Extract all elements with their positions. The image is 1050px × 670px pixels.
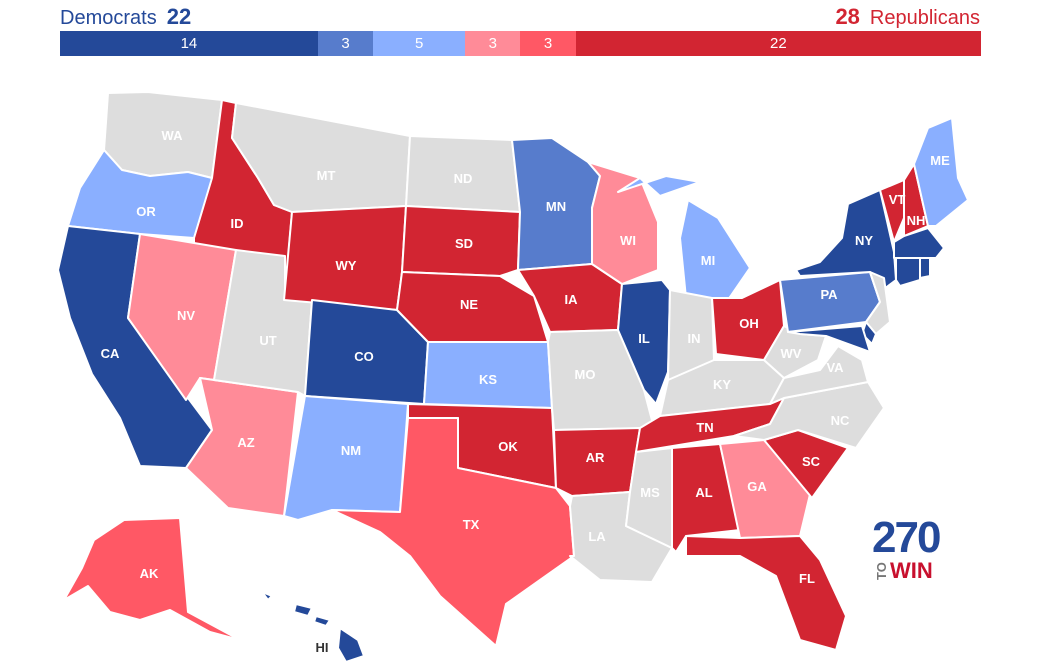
state-label-ar: AR <box>586 450 605 465</box>
state-label-in: IN <box>688 331 701 346</box>
bar-segment-lean_d: 5 <box>373 31 466 56</box>
state-label-il: IL <box>638 331 650 346</box>
state-label-ky: KY <box>713 377 731 392</box>
bar-segment-likely_d: 3 <box>317 31 374 56</box>
state-label-wy: WY <box>336 258 357 273</box>
state-label-ut: UT <box>259 333 276 348</box>
state-label-wi: WI <box>620 233 636 248</box>
seat-balance-bar: 14 3 5 3 3 22 <box>60 31 981 56</box>
270towin-logo: 270 TO WIN <box>872 516 944 584</box>
state-label-ca: CA <box>101 346 120 361</box>
democrats-label: Democrats <box>60 7 157 29</box>
republicans-label: Republicans <box>869 7 980 29</box>
republicans-header: 28 Republicans <box>835 4 980 30</box>
bar-segment-likely_r: 3 <box>520 31 576 56</box>
state-az[interactable] <box>185 377 299 517</box>
state-label-sd: SD <box>455 236 473 251</box>
state-label-al: AL <box>695 485 712 500</box>
democrats-total: 22 <box>166 4 192 29</box>
bar-segment-safe_d: 14 <box>60 31 318 56</box>
state-wi[interactable] <box>587 161 659 285</box>
state-label-or: OR <box>136 204 156 219</box>
state-label-wv: WV <box>781 346 802 361</box>
state-ma[interactable] <box>893 227 945 259</box>
state-label-me: ME <box>930 153 950 168</box>
state-label-pa: PA <box>820 287 838 302</box>
republicans-total: 28 <box>835 4 860 29</box>
state-label-ia: IA <box>565 292 579 307</box>
state-label-ok: OK <box>498 439 518 454</box>
state-il[interactable] <box>617 279 671 405</box>
state-hi[interactable] <box>261 591 365 663</box>
state-sd[interactable] <box>401 205 521 277</box>
state-label-tn: TN <box>696 420 713 435</box>
state-md[interactable] <box>787 325 871 353</box>
logo-win: WIN <box>890 558 933 583</box>
state-label-ny: NY <box>855 233 873 248</box>
logo-to: TO <box>874 562 889 580</box>
state-label-ga: GA <box>747 479 767 494</box>
state-label-sc: SC <box>802 454 821 469</box>
bar-segment-lean_r: 3 <box>465 31 521 56</box>
state-fl[interactable] <box>685 535 847 651</box>
state-label-mo: MO <box>575 367 596 382</box>
state-label-fl: FL <box>799 571 815 586</box>
state-label-ks: KS <box>479 372 497 387</box>
state-label-mi: MI <box>701 253 715 268</box>
state-label-nh: NH <box>907 213 926 228</box>
state-label-nv: NV <box>177 308 195 323</box>
state-label-nm: NM <box>341 443 361 458</box>
state-label-tx: TX <box>463 517 480 532</box>
state-label-va: VA <box>826 360 844 375</box>
state-label-co: CO <box>354 349 374 364</box>
state-label-la: LA <box>588 529 606 544</box>
democrats-header: Democrats 22 <box>60 4 191 30</box>
logo-number: 270 <box>872 513 941 562</box>
state-ct[interactable] <box>895 257 921 287</box>
state-label-mn: MN <box>546 199 566 214</box>
state-label-mt: MT <box>317 168 336 183</box>
bar-segment-safe_r: 22 <box>575 31 981 56</box>
state-label-hi: HI <box>316 640 329 655</box>
state-label-vt: VT <box>889 192 906 207</box>
state-label-nd: ND <box>454 171 473 186</box>
state-ak[interactable] <box>63 517 241 641</box>
state-ri[interactable] <box>919 257 931 279</box>
state-label-wa: WA <box>162 128 184 143</box>
state-tx[interactable] <box>331 417 575 647</box>
state-label-az: AZ <box>237 435 254 450</box>
state-mo[interactable] <box>547 329 655 431</box>
state-label-id: ID <box>231 216 244 231</box>
state-nm[interactable] <box>283 395 409 521</box>
state-label-oh: OH <box>739 316 759 331</box>
state-va[interactable] <box>769 345 869 405</box>
state-label-nc: NC <box>831 413 850 428</box>
state-label-ms: MS <box>640 485 660 500</box>
state-label-ne: NE <box>460 297 478 312</box>
state-label-ak: AK <box>140 566 159 581</box>
state-me[interactable] <box>913 117 969 227</box>
